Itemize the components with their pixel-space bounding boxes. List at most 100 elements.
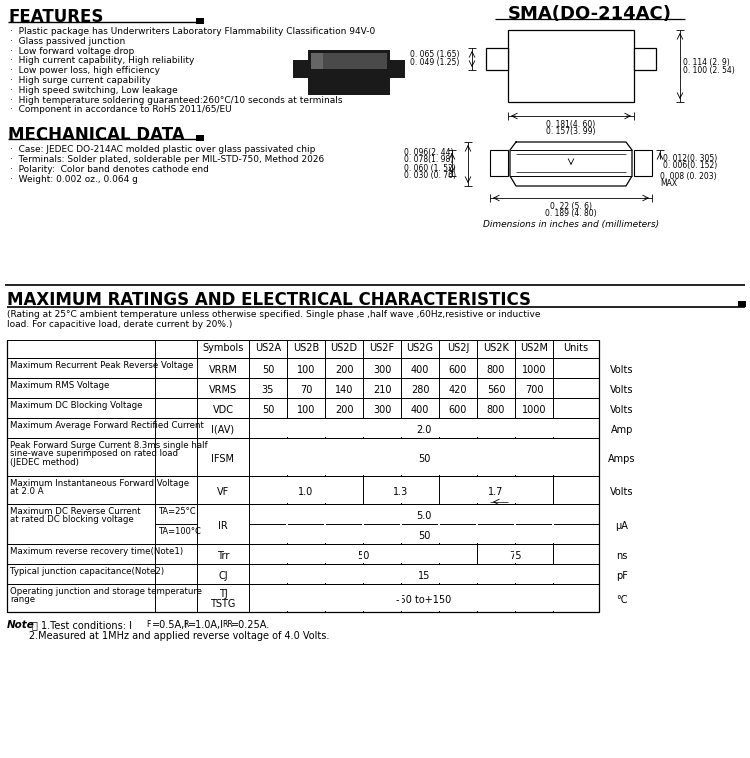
Text: ·  High current capability, High reliability: · High current capability, High reliabil…	[10, 56, 194, 65]
Bar	[7, 564, 599, 584]
Text: 210: 210	[373, 385, 392, 395]
Text: Volts: Volts	[610, 405, 634, 415]
Bar	[400, 505, 402, 543]
Text: ·  Terminals: Solder plated, solderable per MIL-STD-750, Method 2026: · Terminals: Solder plated, solderable p…	[10, 155, 324, 164]
Text: 50: 50	[357, 551, 369, 561]
Text: 2.0: 2.0	[416, 425, 432, 435]
Text: VF: VF	[217, 487, 229, 497]
Text: US2G: US2G	[406, 343, 433, 353]
Bar	[7, 378, 599, 398]
Bar	[476, 477, 478, 503]
Bar	[362, 585, 364, 611]
Text: Trr: Trr	[217, 551, 229, 561]
Bar	[324, 477, 326, 503]
Text: at 2.0 A: at 2.0 A	[10, 487, 44, 496]
Bar	[476, 505, 478, 543]
Bar	[738, 301, 746, 307]
Text: US2D: US2D	[331, 343, 358, 353]
Text: R: R	[183, 620, 188, 629]
Text: ·  Low forward voltage drop: · Low forward voltage drop	[10, 46, 134, 55]
Text: ns: ns	[616, 551, 628, 561]
Text: 2.Measured at 1MHz and applied reverse voltage of 4.0 Volts.: 2.Measured at 1MHz and applied reverse v…	[7, 631, 329, 641]
Bar	[286, 477, 288, 503]
Bar	[311, 53, 323, 69]
Text: ： 1.Test conditions: I: ： 1.Test conditions: I	[32, 620, 132, 630]
Bar	[514, 545, 516, 563]
Bar	[552, 565, 554, 583]
Text: 0. 060 (1. 52): 0. 060 (1. 52)	[404, 164, 456, 173]
Bar	[514, 585, 516, 611]
Text: IR: IR	[218, 521, 228, 531]
Text: VRMS: VRMS	[209, 385, 237, 395]
Bar	[362, 545, 364, 563]
Text: 600: 600	[448, 405, 467, 415]
Bar	[286, 419, 288, 437]
Bar	[286, 439, 288, 475]
Bar	[552, 585, 554, 611]
Text: US2A: US2A	[255, 343, 281, 353]
Text: 5.0: 5.0	[416, 511, 432, 521]
Text: (JEDEC method): (JEDEC method)	[10, 458, 79, 467]
Text: ·  Glass passived junction: · Glass passived junction	[10, 37, 125, 45]
Bar	[7, 504, 599, 544]
Text: Maximum reverse recovery time(Note1): Maximum reverse recovery time(Note1)	[10, 547, 183, 556]
Text: MAX: MAX	[660, 179, 677, 188]
Text: 15: 15	[418, 571, 430, 581]
Bar	[552, 505, 554, 543]
Text: Amp: Amp	[610, 425, 633, 435]
Bar	[7, 358, 599, 378]
Bar	[552, 439, 554, 475]
Text: 0. 008 (0. 203): 0. 008 (0. 203)	[660, 172, 717, 181]
Text: Maximum Average Forward Rectified Current: Maximum Average Forward Rectified Curren…	[10, 421, 204, 430]
Text: Amps: Amps	[608, 454, 636, 464]
Text: MECHANICAL DATA: MECHANICAL DATA	[8, 126, 184, 144]
Bar	[514, 439, 516, 475]
Bar	[7, 584, 599, 612]
Text: VDC: VDC	[212, 405, 233, 415]
Text: Volts: Volts	[610, 385, 634, 395]
Text: ·  Weight: 0.002 oz., 0.064 g: · Weight: 0.002 oz., 0.064 g	[10, 175, 138, 184]
Text: 1000: 1000	[522, 405, 546, 415]
Text: TSTG: TSTG	[210, 599, 236, 609]
Text: Maximum Instantaneous Forward Voltage: Maximum Instantaneous Forward Voltage	[10, 479, 189, 488]
Text: =0.25A.: =0.25A.	[231, 620, 270, 630]
Bar	[362, 565, 364, 583]
Bar	[476, 565, 478, 583]
Text: 280: 280	[411, 385, 429, 395]
Text: =0.5A,I: =0.5A,I	[152, 620, 188, 630]
Text: Note: Note	[7, 620, 34, 630]
Text: Maximum RMS Voltage: Maximum RMS Voltage	[10, 381, 109, 390]
Text: 50: 50	[418, 454, 430, 464]
Text: 200: 200	[334, 405, 353, 415]
Text: Maximum DC Reverse Current: Maximum DC Reverse Current	[10, 507, 141, 516]
Bar	[7, 544, 599, 564]
Text: Symbols: Symbols	[202, 343, 244, 353]
Bar	[400, 585, 402, 611]
Text: 35: 35	[262, 385, 274, 395]
Bar	[324, 565, 326, 583]
Text: 400: 400	[411, 365, 429, 375]
Bar	[311, 53, 387, 69]
Text: °C: °C	[616, 595, 628, 605]
Bar	[7, 398, 599, 418]
Bar	[634, 48, 656, 70]
Text: 0. 078(1. 98): 0. 078(1. 98)	[404, 155, 453, 164]
Text: 300: 300	[373, 365, 392, 375]
Text: 0. 065 (1.65): 0. 065 (1.65)	[410, 50, 460, 59]
Text: 0. 049 (1.25): 0. 049 (1.25)	[410, 58, 459, 67]
Text: US2M: US2M	[520, 343, 548, 353]
Text: TA=25°C: TA=25°C	[158, 507, 196, 516]
Bar	[324, 505, 326, 543]
Text: Units: Units	[563, 343, 589, 353]
Text: F: F	[146, 620, 150, 629]
Bar	[7, 418, 599, 438]
Text: 0. 189 (4. 80): 0. 189 (4. 80)	[545, 209, 597, 218]
Text: FEATURES: FEATURES	[8, 8, 104, 26]
Bar	[286, 505, 288, 543]
Bar	[7, 476, 599, 504]
Bar	[476, 585, 478, 611]
Bar	[486, 48, 508, 70]
Bar	[293, 60, 308, 78]
Text: SMA(DO-214AC): SMA(DO-214AC)	[508, 5, 672, 23]
Text: US2B: US2B	[292, 343, 320, 353]
